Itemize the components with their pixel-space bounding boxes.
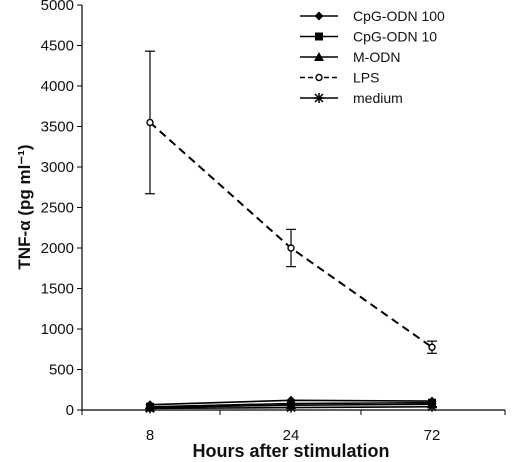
point-3-0 bbox=[146, 118, 154, 127]
legend-label-2: M-ODN bbox=[353, 49, 400, 65]
legend-marker-1 bbox=[315, 32, 323, 41]
y-tick-label-3: 1500 bbox=[41, 281, 74, 298]
y-tick-label-0: 0 bbox=[66, 402, 74, 419]
x-ticks: 8 24 72 bbox=[81, 410, 506, 444]
y-tick-label-5: 2500 bbox=[41, 200, 74, 217]
x-tick-label-1: 24 bbox=[283, 427, 300, 444]
legend-label-3: LPS bbox=[353, 70, 379, 86]
axes bbox=[81, 5, 505, 411]
point-4-1 bbox=[286, 402, 296, 413]
y-tick-label-7: 3500 bbox=[41, 119, 74, 136]
point-4-2 bbox=[427, 401, 437, 412]
legend-marker-3 bbox=[315, 73, 323, 82]
series-4 bbox=[145, 401, 437, 414]
legend-label-4: medium bbox=[353, 90, 403, 106]
legend-marker-4 bbox=[314, 93, 324, 103]
y-tick-label-8: 4000 bbox=[41, 78, 74, 95]
y-tick-label-4: 2000 bbox=[41, 240, 74, 257]
series-3 bbox=[145, 50, 437, 354]
point-4-0 bbox=[145, 403, 155, 414]
y-tick-label-2: 1000 bbox=[41, 321, 74, 338]
y-axis-title: TNF-α (pg ml⁻¹) bbox=[15, 144, 34, 269]
legend: CpG-ODN 100 CpG-ODN 10 M-ODN LPS medium bbox=[300, 8, 445, 106]
y-tick-label-1: 500 bbox=[49, 362, 74, 379]
y-tick-label-6: 3000 bbox=[41, 159, 74, 176]
y-tick-label-9: 4500 bbox=[41, 38, 74, 55]
legend-marker-0 bbox=[314, 11, 324, 21]
point-3-1 bbox=[287, 244, 295, 252]
x-axis-title: Hours after stimulation bbox=[192, 441, 389, 461]
point-3-2 bbox=[428, 343, 436, 351]
series-group bbox=[145, 50, 437, 414]
legend-marker-2 bbox=[314, 52, 324, 61]
y-tick-label-10: 5000 bbox=[41, 0, 74, 14]
legend-label-1: CpG-ODN 10 bbox=[353, 29, 437, 45]
y-ticks: 0 500 1000 1500 2000 2500 3000 3500 4000 4500 5000 bbox=[41, 0, 82, 419]
x-tick-label-0: 8 bbox=[146, 427, 154, 444]
legend-label-0: CpG-ODN 100 bbox=[353, 8, 445, 24]
x-tick-label-2: 72 bbox=[424, 427, 441, 444]
